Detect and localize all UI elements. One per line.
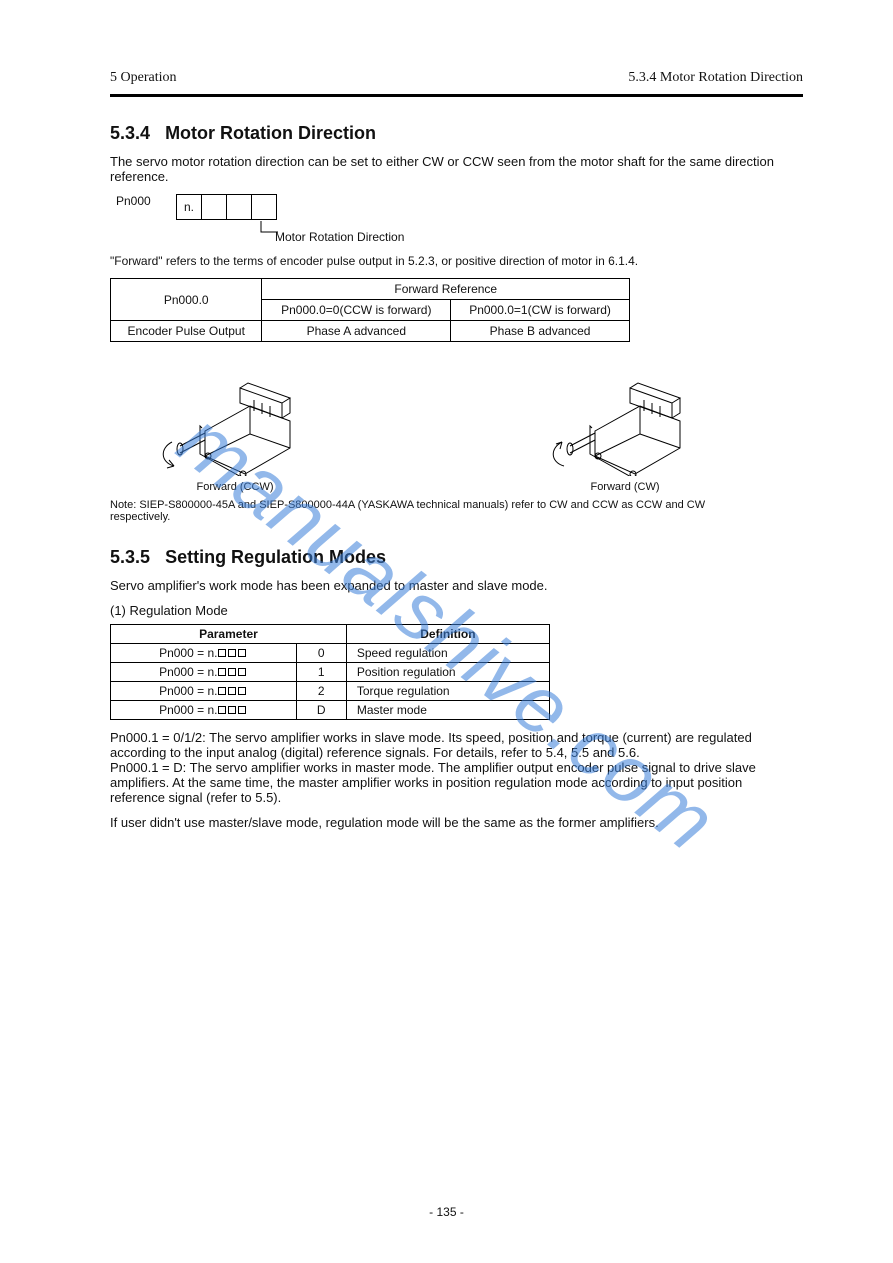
rot-row-header: Pn000.0 bbox=[111, 279, 262, 321]
rot-enc-label: Encoder Pulse Output bbox=[111, 321, 262, 342]
section2-heading: 5.3.5 Setting Regulation Modes bbox=[110, 547, 803, 568]
master-def: Speed regulation bbox=[346, 644, 549, 663]
master-pn: Pn000 bbox=[159, 703, 194, 717]
master-row: Pn000 = n. D Master mode bbox=[111, 701, 550, 720]
master-row: Pn000 = n. 1 Position regulation bbox=[111, 663, 550, 682]
param-box-0: n. bbox=[176, 194, 202, 220]
section-534: 5.3.4 Motor Rotation Direction The servo… bbox=[110, 123, 803, 523]
section-title: Motor Rotation Direction bbox=[165, 123, 376, 143]
section2-number: 5.3.5 bbox=[110, 547, 150, 567]
param-boxes: n. bbox=[176, 194, 277, 220]
page-number: - 135 - bbox=[0, 1205, 893, 1219]
motor-fig-right: Forward (CW) bbox=[540, 356, 710, 493]
master-def: Position regulation bbox=[346, 663, 549, 682]
motor-fig-left: Forward (CCW) bbox=[150, 356, 320, 493]
master-val: 2 bbox=[296, 682, 346, 701]
master-row: Pn000 = n. 2 Torque regulation bbox=[111, 682, 550, 701]
forward-ref: refers to the terms of encoder pulse out… bbox=[166, 254, 638, 268]
page-root: 5 Operation 5.3.4 Motor Rotation Directi… bbox=[0, 0, 893, 1263]
motor-figures: Forward (CCW) bbox=[150, 356, 710, 493]
master-pn-cell: Pn000 = n. bbox=[111, 701, 297, 720]
rotation-table: Pn000.0 Forward Reference Pn000.0=0(CCW … bbox=[110, 278, 630, 342]
param-label: Pn000 bbox=[116, 194, 176, 208]
master-h-right: Definition bbox=[346, 625, 549, 644]
motor-left-caption: Forward (CCW) bbox=[150, 481, 320, 493]
section2-title: Setting Regulation Modes bbox=[165, 547, 386, 567]
rot-col-header: Forward Reference bbox=[262, 279, 630, 300]
master-def: Master mode bbox=[346, 701, 549, 720]
master-pn: Pn000 bbox=[159, 646, 194, 660]
master-pn: Pn000 bbox=[159, 665, 194, 679]
header-right: 5.3.4 Motor Rotation Direction bbox=[628, 70, 803, 86]
section-number: 5.3.4 bbox=[110, 123, 150, 143]
param-box-1 bbox=[201, 194, 227, 220]
section2-instr: Pn000.1 = 0/1/2: The servo amplifier wor… bbox=[110, 730, 770, 805]
section-heading: 5.3.4 Motor Rotation Direction bbox=[110, 123, 803, 144]
section2-intro: Servo amplifier's work mode has been exp… bbox=[110, 578, 803, 593]
motor-icon-right bbox=[540, 356, 710, 476]
rot-sub-right: Pn000.0=1(CW is forward) bbox=[451, 300, 630, 321]
master-def: Torque regulation bbox=[346, 682, 549, 701]
master-val: D bbox=[296, 701, 346, 720]
param-row: Pn000 n. bbox=[116, 194, 803, 220]
header-rule bbox=[110, 94, 803, 97]
motor-icon-left bbox=[150, 356, 320, 476]
page-header: 5 Operation 5.3.4 Motor Rotation Directi… bbox=[110, 70, 803, 92]
param-elbow bbox=[170, 222, 803, 238]
rotation-note: Note: SIEP-S800000-45A and SIEP-S800000-… bbox=[110, 499, 750, 523]
section2-subtitle: (1) Regulation Mode bbox=[110, 603, 803, 618]
master-table: Parameter Definition Pn000 = n. 0 Speed … bbox=[110, 624, 550, 720]
section-intro: The servo motor rotation direction can b… bbox=[110, 154, 803, 184]
master-pn-cell: Pn000 = n. bbox=[111, 682, 297, 701]
rot-sub-left: Pn000.0=0(CCW is forward) bbox=[262, 300, 451, 321]
forward-note: "Forward" refers to the terms of encoder… bbox=[110, 254, 803, 268]
rot-enc-left: Phase A advanced bbox=[262, 321, 451, 342]
motor-right-caption: Forward (CW) bbox=[540, 481, 710, 493]
header-left: 5 Operation bbox=[110, 70, 176, 86]
master-pn-cell: Pn000 = n. bbox=[111, 663, 297, 682]
master-val: 0 bbox=[296, 644, 346, 663]
param-box-3 bbox=[251, 194, 277, 220]
section2-footer-note: If user didn't use master/slave mode, re… bbox=[110, 815, 803, 830]
rot-enc-right: Phase B advanced bbox=[451, 321, 630, 342]
master-h-left: Parameter bbox=[111, 625, 347, 644]
section-535: 5.3.5 Setting Regulation Modes Servo amp… bbox=[110, 547, 803, 830]
param-box-2 bbox=[226, 194, 252, 220]
master-pn: Pn000 bbox=[159, 684, 194, 698]
master-pn-cell: Pn000 = n. bbox=[111, 644, 297, 663]
master-row: Pn000 = n. 0 Speed regulation bbox=[111, 644, 550, 663]
master-val: 1 bbox=[296, 663, 346, 682]
